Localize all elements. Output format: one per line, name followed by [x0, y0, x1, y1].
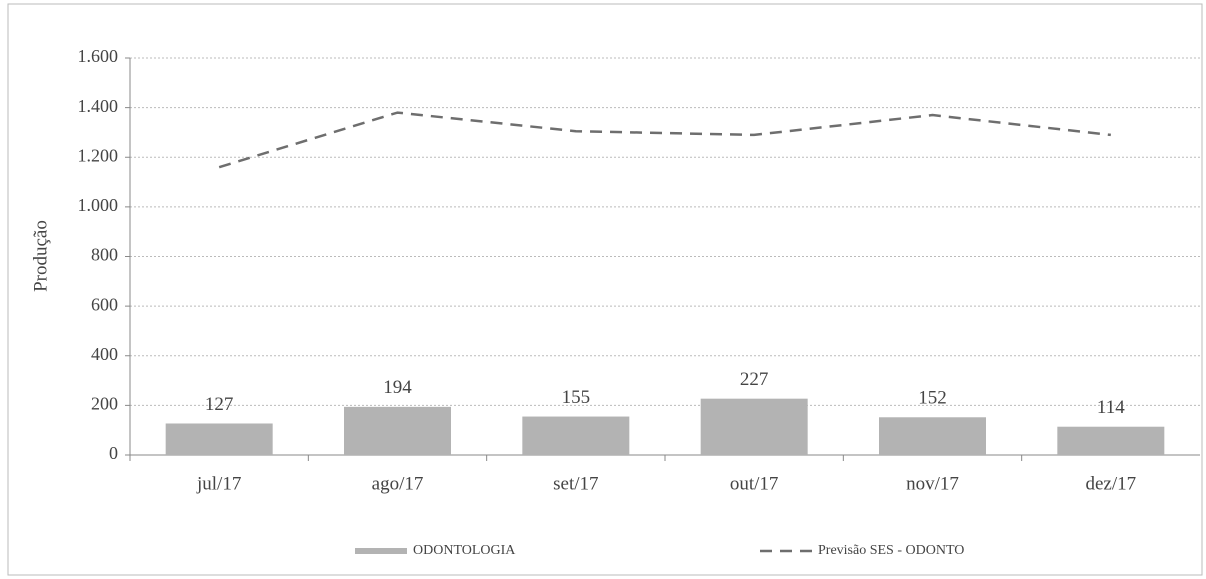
- y-tick-label: 1.400: [78, 96, 119, 116]
- x-tick-label: set/17: [553, 473, 598, 494]
- bar: [344, 406, 451, 455]
- legend-label: Previsão SES - ODONTO: [818, 543, 964, 558]
- data-label: 127: [205, 394, 234, 415]
- data-label: 227: [740, 369, 769, 390]
- x-tick-label: out/17: [730, 473, 779, 494]
- bar: [700, 398, 808, 455]
- y-tick-label: 0: [109, 443, 118, 463]
- chart-frame: [7, 3, 1203, 576]
- y-axis-label: Produção: [30, 220, 51, 292]
- data-label: 114: [1097, 397, 1125, 418]
- y-tick-label: 400: [91, 344, 118, 364]
- x-tick-label: ago/17: [372, 473, 424, 494]
- x-tick-label: dez/17: [1086, 473, 1137, 494]
- x-tick-label: jul/17: [196, 473, 241, 494]
- data-label: 194: [383, 377, 412, 398]
- x-tick-label: nov/17: [906, 473, 959, 494]
- y-tick-label: 1.000: [78, 195, 119, 215]
- line: [218, 111, 1111, 169]
- y-tick-label: 1.600: [78, 46, 119, 66]
- y-tick-label: 800: [91, 245, 118, 265]
- y-tick-label: 600: [91, 294, 118, 314]
- bar: [879, 417, 986, 455]
- y-tick-label: 200: [91, 394, 118, 414]
- bar: [1057, 426, 1165, 455]
- legend-swatch: [355, 548, 407, 554]
- data-label: 152: [918, 388, 947, 409]
- bar: [165, 423, 273, 455]
- data-label: 155: [562, 387, 591, 408]
- bar: [522, 416, 630, 455]
- legend-label: ODONTOLOGIA: [413, 543, 516, 558]
- y-tick-label: 1.200: [78, 145, 119, 165]
